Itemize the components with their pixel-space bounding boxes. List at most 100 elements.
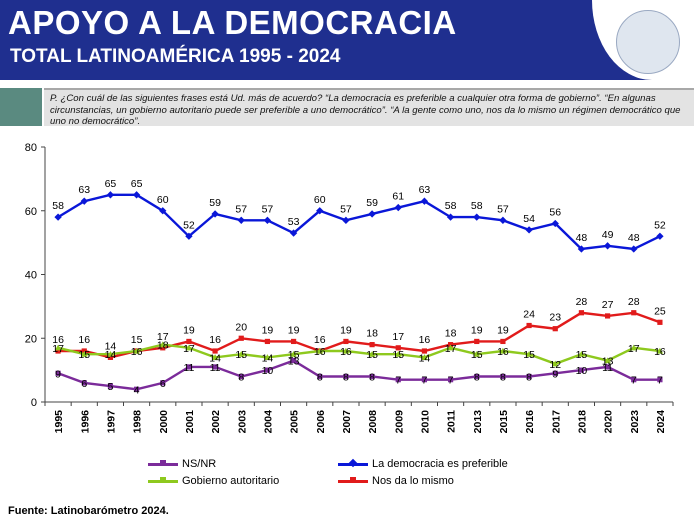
data-label-nos-da-lo-mismo: 17 <box>157 331 169 343</box>
data-label-ns-nr: 7 <box>657 375 663 387</box>
data-point-nos-da-lo-mismo <box>526 322 532 329</box>
legend-item-nsnr: NS/NR <box>148 458 216 470</box>
data-label-nos-da-lo-mismo: 28 <box>576 296 588 308</box>
data-point-gobierno-autoritario <box>185 344 193 351</box>
data-point-gobierno-autoritario <box>54 344 62 351</box>
data-label-la-democracia-es-preferible: 63 <box>78 184 90 196</box>
x-tick-label: 2005 <box>289 410 301 434</box>
x-tick-label: 2018 <box>576 410 588 434</box>
y-tick-label: 80 <box>25 142 37 154</box>
data-label-nos-da-lo-mismo: 16 <box>314 334 326 346</box>
x-tick-label: 2017 <box>550 410 562 434</box>
globe-icon <box>616 10 680 74</box>
data-label-ns-nr: 9 <box>552 368 558 380</box>
data-point-gobierno-autoritario <box>604 357 611 364</box>
data-point-la-democracia-es-preferible <box>185 232 193 240</box>
data-label-la-democracia-es-preferible: 63 <box>419 184 431 196</box>
data-label-ns-nr: 11 <box>210 362 221 374</box>
data-label-gobierno-autoritario: 17 <box>628 343 640 355</box>
data-label-nos-da-lo-mismo: 17 <box>392 331 404 343</box>
data-label-nos-da-lo-mismo: 18 <box>366 328 378 340</box>
data-label-nos-da-lo-mismo: 19 <box>183 324 195 336</box>
data-point-ns-nr <box>395 377 401 383</box>
data-label-ns-nr: 8 <box>474 372 480 384</box>
data-label-nos-da-lo-mismo: 19 <box>262 324 274 336</box>
data-label-ns-nr: 5 <box>107 381 113 393</box>
data-label-la-democracia-es-preferible: 57 <box>340 203 352 215</box>
y-tick-label: 40 <box>25 270 37 282</box>
data-label-gobierno-autoritario: 14 <box>419 352 431 364</box>
data-label-gobierno-autoritario: 15 <box>366 349 378 361</box>
data-label-gobierno-autoritario: 15 <box>471 349 483 361</box>
legend-swatch-nsnr <box>148 460 178 467</box>
data-point-ns-nr <box>447 377 454 383</box>
data-point-gobierno-autoritario <box>395 350 402 357</box>
data-point-la-democracia-es-preferible <box>525 226 533 234</box>
data-point-nos-da-lo-mismo <box>500 338 506 345</box>
data-point-ns-nr <box>604 364 611 370</box>
data-point-gobierno-autoritario <box>238 350 245 357</box>
data-point-gobierno-autoritario <box>552 360 559 367</box>
data-label-ns-nr: 9 <box>55 368 61 380</box>
data-point-nos-da-lo-mismo <box>631 310 637 316</box>
data-point-nos-da-lo-mismo <box>395 345 401 351</box>
data-label-la-democracia-es-preferible: 57 <box>262 203 274 215</box>
page-title: APOYO A LA DEMOCRACIA <box>8 4 457 41</box>
data-point-nos-da-lo-mismo <box>160 345 166 351</box>
data-label-gobierno-autoritario: 16 <box>497 346 509 358</box>
legend-label-democracia: La democracia es preferible <box>372 458 508 470</box>
data-label-la-democracia-es-preferible: 59 <box>209 197 221 209</box>
data-point-nos-da-lo-mismo <box>212 348 218 354</box>
data-point-gobierno-autoritario <box>656 347 664 354</box>
data-label-ns-nr: 6 <box>81 378 87 390</box>
data-label-ns-nr: 7 <box>395 375 401 387</box>
data-point-ns-nr <box>317 373 323 380</box>
series-line-la-democracia-es-preferible <box>57 193 661 251</box>
data-label-gobierno-autoritario: 16 <box>314 346 326 358</box>
data-label-ns-nr: 4 <box>134 384 140 396</box>
data-label-la-democracia-es-preferible: 49 <box>602 229 614 241</box>
data-label-la-democracia-es-preferible: 58 <box>52 200 64 212</box>
x-tick-label: 2015 <box>498 410 510 434</box>
data-label-ns-nr: 11 <box>602 362 613 374</box>
data-label-ns-nr: 8 <box>526 372 532 384</box>
data-point-ns-nr <box>500 373 506 380</box>
x-tick-label: 2024 <box>655 410 667 434</box>
data-point-la-democracia-es-preferible <box>499 216 507 224</box>
data-point-gobierno-autoritario <box>368 350 376 357</box>
data-label-nos-da-lo-mismo: 24 <box>523 309 535 321</box>
data-point-nos-da-lo-mismo <box>238 335 244 341</box>
data-label-gobierno-autoritario: 14 <box>209 352 221 364</box>
data-point-la-democracia-es-preferible <box>603 242 612 250</box>
data-label-la-democracia-es-preferible: 48 <box>628 232 640 244</box>
x-tick-label: 1998 <box>132 410 144 434</box>
data-label-ns-nr: 8 <box>317 372 323 384</box>
data-label-gobierno-autoritario: 12 <box>549 359 561 371</box>
data-point-ns-nr <box>160 380 166 386</box>
latinobarometro-logo <box>592 0 700 80</box>
data-label-la-democracia-es-preferible: 52 <box>654 219 666 231</box>
data-point-ns-nr <box>421 377 428 383</box>
data-label-gobierno-autoritario: 17 <box>52 343 64 355</box>
data-label-ns-nr: 10 <box>262 365 274 377</box>
x-tick-label: 2001 <box>184 410 196 434</box>
data-point-ns-nr <box>657 377 663 383</box>
data-point-ns-nr <box>55 370 61 376</box>
data-label-nos-da-lo-mismo: 14 <box>105 340 117 352</box>
legend-swatch-autoritario <box>148 477 178 484</box>
data-point-nos-da-lo-mismo <box>186 338 192 345</box>
x-tick-label: 2011 <box>446 410 458 433</box>
data-point-la-democracia-es-preferible <box>656 232 664 240</box>
data-label-gobierno-autoritario: 15 <box>523 349 535 361</box>
data-label-ns-nr: 13 <box>288 356 300 368</box>
data-label-nos-da-lo-mismo: 19 <box>471 324 483 336</box>
data-label-ns-nr: 8 <box>369 372 375 384</box>
data-label-la-democracia-es-preferible: 65 <box>105 178 117 190</box>
data-label-gobierno-autoritario: 15 <box>392 349 404 361</box>
data-label-nos-da-lo-mismo: 16 <box>78 334 90 346</box>
data-label-nos-da-lo-mismo: 16 <box>52 334 64 346</box>
data-label-gobierno-autoritario: 15 <box>78 349 90 361</box>
data-point-la-democracia-es-preferible <box>159 207 167 215</box>
data-point-ns-nr <box>369 373 375 380</box>
data-point-ns-nr <box>578 367 585 373</box>
